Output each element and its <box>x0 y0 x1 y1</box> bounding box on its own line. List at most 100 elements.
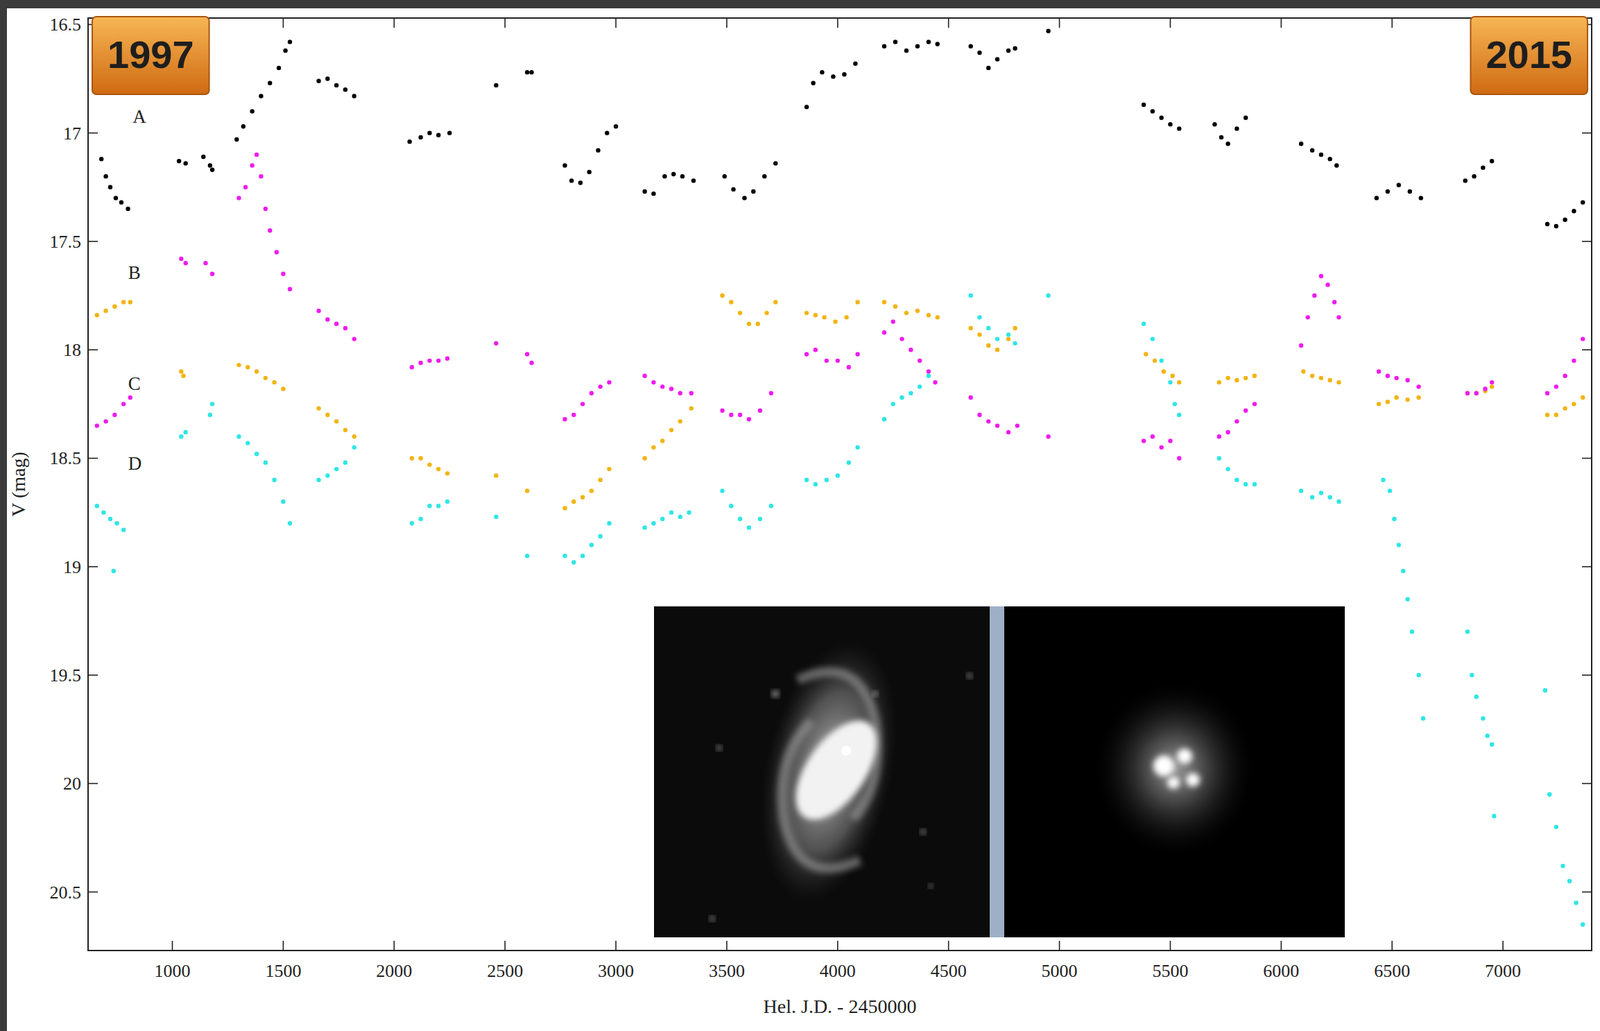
y-tick <box>1581 132 1592 134</box>
data-point <box>968 43 973 48</box>
data-point <box>427 503 432 508</box>
data-point <box>1234 418 1239 424</box>
data-point <box>1394 395 1399 400</box>
data-point <box>1152 358 1157 363</box>
data-point <box>1562 217 1567 222</box>
y-tick <box>88 565 98 568</box>
y-tick-label: 20 <box>63 773 82 794</box>
data-point <box>276 65 281 71</box>
data-point <box>1319 152 1324 157</box>
data-point <box>1319 273 1324 279</box>
data-point <box>112 304 117 309</box>
data-point <box>254 451 259 456</box>
x-axis-title: Hel. J.D. - 2450000 <box>763 995 917 1017</box>
data-point <box>114 520 119 526</box>
data-point <box>1299 343 1304 348</box>
y-tick-label: 17 <box>63 123 82 144</box>
data-point <box>746 321 752 326</box>
data-point <box>263 460 268 465</box>
data-point <box>762 174 767 179</box>
data-point <box>932 380 937 385</box>
data-point <box>977 412 982 417</box>
data-point <box>606 520 612 526</box>
data-point <box>1217 380 1222 385</box>
data-point <box>1217 434 1222 439</box>
data-point <box>968 293 973 298</box>
data-point <box>1243 408 1248 413</box>
x-tick-label: 3000 <box>597 960 634 981</box>
data-point <box>1217 455 1222 460</box>
data-point <box>267 228 272 233</box>
data-point <box>1006 429 1011 435</box>
data-point <box>271 380 277 385</box>
data-point <box>986 343 991 348</box>
y-tick-label: 18 <box>63 339 82 360</box>
data-point <box>597 534 602 539</box>
data-point <box>409 455 415 460</box>
data-point <box>1327 377 1332 383</box>
star <box>921 829 926 834</box>
data-point <box>755 321 760 326</box>
data-point <box>263 375 268 381</box>
data-point <box>343 325 348 331</box>
data-point <box>236 434 241 439</box>
x-tick <box>393 940 395 951</box>
data-point <box>728 299 734 304</box>
data-point <box>493 341 498 346</box>
data-point <box>407 139 412 144</box>
data-point <box>1305 314 1311 320</box>
data-point <box>181 373 186 378</box>
data-point <box>934 314 940 320</box>
data-point <box>1567 878 1572 883</box>
data-point <box>1391 516 1397 521</box>
data-point <box>103 174 108 179</box>
y-tick-label: 19 <box>63 556 82 578</box>
data-point <box>287 520 292 526</box>
chart-root: 1000150020002500300035004000450050005500… <box>0 0 1600 1031</box>
data-point <box>908 391 913 396</box>
data-point <box>853 61 858 66</box>
data-point <box>846 460 851 465</box>
data-point <box>241 124 246 129</box>
data-point <box>352 445 357 450</box>
data-point <box>660 516 665 521</box>
data-point <box>493 472 498 478</box>
data-point <box>258 93 263 98</box>
data-point <box>660 384 665 389</box>
data-point <box>325 76 330 81</box>
data-point <box>1336 380 1341 385</box>
data-point <box>1545 391 1550 396</box>
data-point <box>119 199 124 204</box>
data-point <box>1385 189 1390 194</box>
badge-box <box>92 16 210 95</box>
series-label: A <box>132 106 147 127</box>
data-point <box>651 520 656 526</box>
data-point <box>1571 401 1576 406</box>
data-point <box>1319 490 1324 495</box>
data-point <box>108 516 113 521</box>
data-point <box>1310 373 1315 378</box>
y-tick-label: 19.5 <box>49 665 82 686</box>
data-point <box>571 499 576 504</box>
data-point <box>113 195 118 200</box>
data-point <box>882 330 887 335</box>
data-point <box>893 39 898 44</box>
data-point <box>986 65 991 71</box>
data-point <box>1332 299 1337 304</box>
series-1 <box>95 293 1586 511</box>
data-point <box>917 384 922 389</box>
data-point <box>719 293 725 298</box>
data-point <box>1489 384 1494 389</box>
data-point <box>1225 141 1230 146</box>
data-point <box>882 43 887 48</box>
data-point <box>352 336 357 341</box>
data-point <box>249 162 254 168</box>
data-point <box>1310 147 1315 152</box>
data-point <box>343 460 348 465</box>
data-point <box>678 391 683 396</box>
data-point <box>1580 395 1585 400</box>
data-point <box>445 356 450 361</box>
series-3 <box>95 293 1586 927</box>
data-point <box>824 477 829 483</box>
data-point <box>719 488 725 493</box>
